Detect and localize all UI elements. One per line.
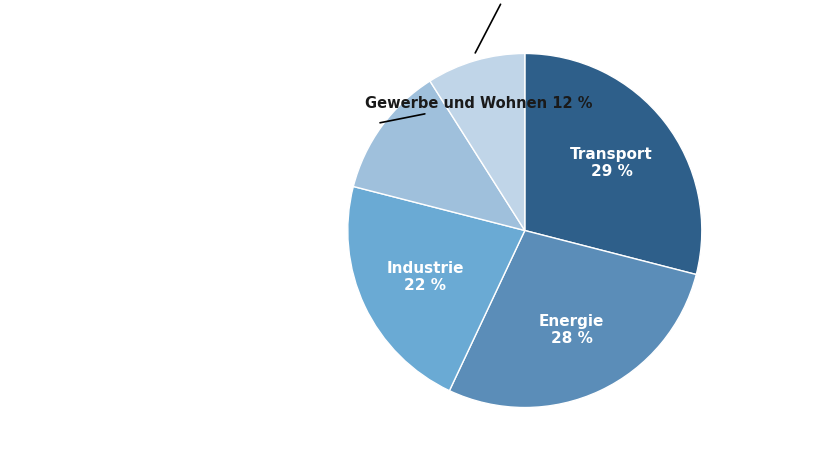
Text: Industrie
22 %: Industrie 22 % bbox=[387, 261, 464, 294]
Wedge shape bbox=[353, 81, 524, 230]
Wedge shape bbox=[524, 53, 701, 274]
Wedge shape bbox=[449, 230, 695, 408]
Text: Gewerbe und Wohnen 12 %: Gewerbe und Wohnen 12 % bbox=[365, 95, 592, 123]
Wedge shape bbox=[347, 187, 524, 390]
Text: Energie
28 %: Energie 28 % bbox=[538, 313, 604, 346]
Wedge shape bbox=[429, 53, 524, 230]
Text: Transport
29 %: Transport 29 % bbox=[569, 147, 652, 179]
Text: Landwirtschaft 9 %: Landwirtschaft 9 % bbox=[427, 0, 586, 53]
